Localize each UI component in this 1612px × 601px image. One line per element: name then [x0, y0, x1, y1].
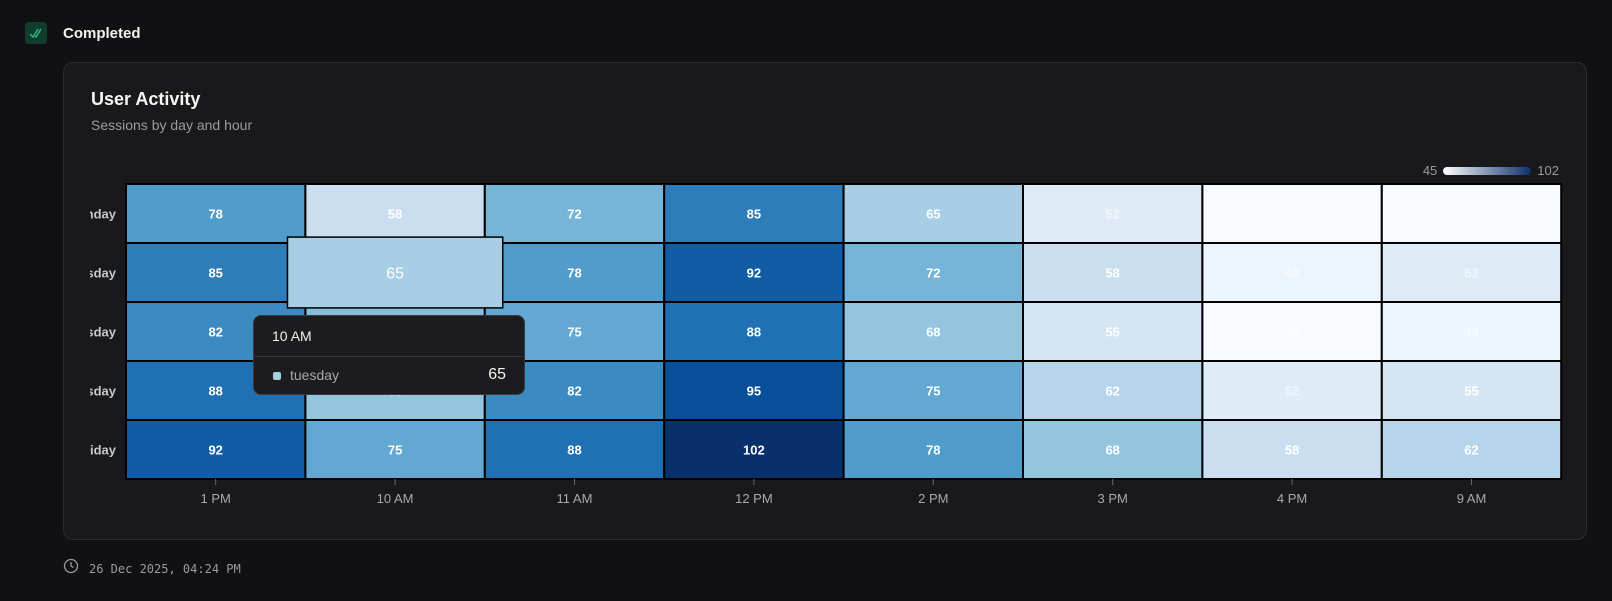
- tooltip-swatch: [273, 372, 281, 380]
- cell-value-label: 58: [388, 207, 402, 222]
- cell-value-label: 58: [1105, 266, 1119, 281]
- heatmap-cell[interactable]: [1022, 419, 1204, 480]
- x-axis-label: 11 AM: [557, 491, 593, 506]
- y-axis-label: riday: [85, 443, 117, 458]
- cell-value-label: 48: [1285, 266, 1299, 281]
- heatmap-cell[interactable]: [1380, 360, 1563, 421]
- tooltip-value: 65: [488, 366, 506, 383]
- cell-value-label: 78: [567, 266, 581, 281]
- cell-value-label: 62: [1105, 384, 1119, 399]
- heatmap-cell[interactable]: [1380, 301, 1563, 362]
- heatmap-cell[interactable]: [663, 301, 845, 362]
- heatmap-cell[interactable]: [304, 419, 486, 480]
- cell-value-label: 88: [208, 384, 222, 399]
- x-axis-label: 3 PM: [1098, 491, 1128, 506]
- cell-value-label: 52: [1464, 266, 1478, 281]
- tooltip-title: 10 AM: [272, 328, 312, 344]
- heatmap-cell[interactable]: [1380, 419, 1563, 480]
- heatmap-cell[interactable]: [1022, 242, 1204, 303]
- cell-value-label: 45: [1285, 207, 1299, 222]
- cell-value-label: 52: [1285, 384, 1299, 399]
- heatmap-cell[interactable]: [483, 419, 666, 480]
- cell-value-label: 62: [1464, 443, 1478, 458]
- cell-value-label: 78: [208, 207, 222, 222]
- cell-value-label: 45: [1285, 325, 1299, 340]
- cell-value-label: 68: [926, 325, 940, 340]
- heatmap-cell[interactable]: [1201, 242, 1383, 303]
- chart-tooltip: 10 AM tuesday 65: [253, 315, 525, 395]
- cell-value-label: 92: [208, 443, 222, 458]
- cell-value-label: 55: [1464, 384, 1478, 399]
- x-axis-label: 10 AM: [377, 491, 414, 506]
- cell-value-label: 72: [567, 207, 581, 222]
- cell-value-label: 72: [926, 266, 940, 281]
- y-axis-label: sday: [86, 325, 116, 340]
- tooltip-series: tuesday: [290, 367, 340, 383]
- cell-value-label: 88: [567, 443, 581, 458]
- cell-value-label: 65: [926, 207, 940, 222]
- chart-subtitle: Sessions by day and hour: [91, 117, 253, 133]
- y-axis-label: sday: [86, 266, 116, 281]
- cell-value-label: 75: [567, 325, 581, 340]
- clock-icon: [63, 558, 79, 579]
- legend-gradient-bar: [1443, 166, 1532, 175]
- cell-value-label: 85: [208, 266, 222, 281]
- cell-value-label: 102: [743, 443, 765, 458]
- footer: 26 Dec 2025, 04:24 PM: [63, 558, 241, 579]
- cell-value-label: 52: [1105, 207, 1119, 222]
- status-label: Completed: [63, 24, 141, 42]
- cell-value-label: 78: [926, 443, 940, 458]
- cell-value-label: 82: [567, 384, 581, 399]
- x-axis-label: 1 PM: [201, 491, 231, 506]
- status-row: Completed: [25, 22, 141, 44]
- hovered-cell-value: 65: [386, 266, 404, 283]
- cell-value-label: 55: [1105, 325, 1119, 340]
- color-legend: 45 102: [1423, 163, 1559, 178]
- heatmap-cell[interactable]: [842, 183, 1024, 244]
- heatmap-cell[interactable]: [663, 183, 845, 244]
- heatmap-cell[interactable]: [1201, 360, 1383, 421]
- y-axis-label: nday: [86, 207, 117, 222]
- x-axis-label: 12 PM: [735, 491, 773, 506]
- cell-value-label: 82: [208, 325, 222, 340]
- y-axis-label: sday: [86, 384, 116, 399]
- cell-value-label: 68: [1105, 443, 1119, 458]
- legend-max: 102: [1537, 163, 1559, 178]
- chart-title: User Activity: [91, 89, 201, 109]
- cell-value-label: 48: [1464, 325, 1478, 340]
- x-axis-label: 2 PM: [918, 491, 948, 506]
- footer-timestamp: 26 Dec 2025, 04:24 PM: [89, 561, 241, 576]
- cell-value-label: 85: [747, 207, 761, 222]
- heatmap-cell[interactable]: [1022, 183, 1204, 244]
- heatmap-cell-hovered[interactable]: [286, 236, 504, 309]
- legend-min: 45: [1422, 163, 1438, 178]
- heatmap-cell[interactable]: [842, 419, 1024, 480]
- double-check-icon: [25, 22, 47, 44]
- cell-value-label: 95: [747, 384, 761, 399]
- heatmap-cell[interactable]: [1380, 183, 1563, 244]
- tooltip-divider: [254, 356, 524, 357]
- cell-value-label: 92: [747, 266, 761, 281]
- cell-value-label: 58: [1285, 443, 1299, 458]
- x-axis-label: 9 AM: [1457, 491, 1487, 506]
- cell-value-label: 45: [1464, 207, 1478, 222]
- heatmap-cell[interactable]: [125, 242, 307, 303]
- cell-value-label: 88: [747, 325, 761, 340]
- x-axis-label: 4 PM: [1277, 491, 1307, 506]
- cell-value-label: 75: [388, 443, 402, 458]
- cell-value-label: 75: [926, 384, 940, 399]
